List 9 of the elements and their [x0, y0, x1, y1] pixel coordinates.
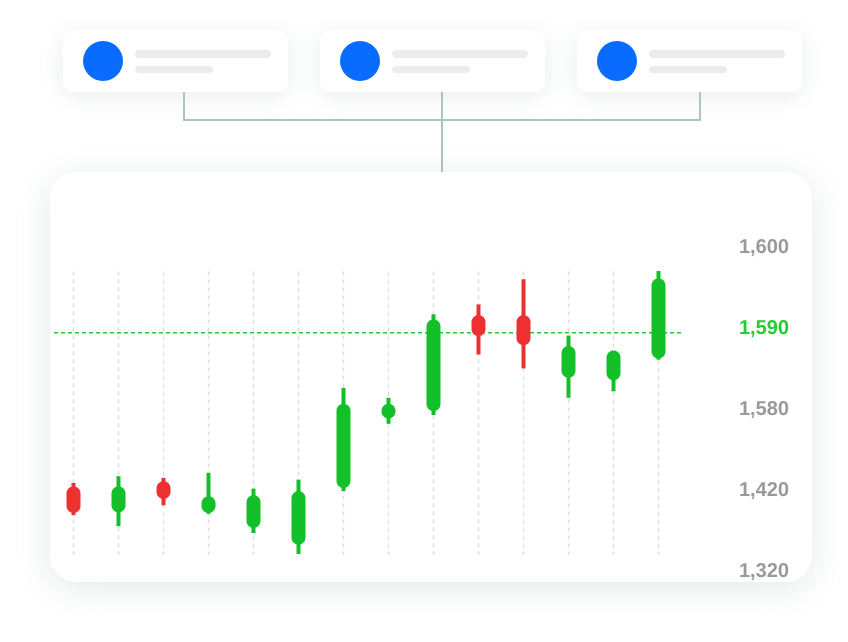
text: 1,320 [738, 560, 789, 582]
text: 1,420 [738, 479, 789, 501]
candlestick [382, 398, 396, 424]
candlestick [202, 472, 216, 514]
text: 1,600 [738, 236, 789, 258]
candlestick [156, 478, 170, 506]
candlestick [472, 304, 486, 354]
text: 1,580 [738, 398, 789, 420]
text: 1,590 [738, 317, 789, 339]
